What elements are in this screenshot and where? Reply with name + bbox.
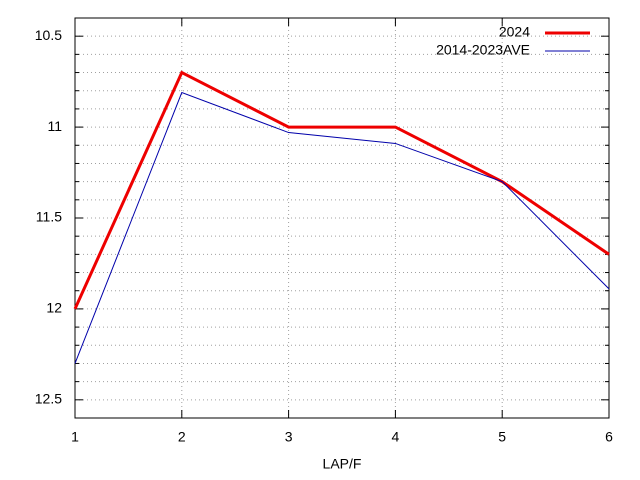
series-line <box>74 91 610 364</box>
x-tick-label: 4 <box>392 429 400 445</box>
y-tick-label: 10.5 <box>35 27 62 43</box>
legend-label: 2014-2023AVE <box>436 42 530 58</box>
plot-frame <box>74 17 610 419</box>
x-tick-label: 5 <box>498 429 506 445</box>
y-tick-label: 12 <box>46 300 62 316</box>
y-tick-label: 11 <box>47 118 62 134</box>
y-tick-label: 12.5 <box>35 391 62 407</box>
x-tick-label: 6 <box>605 429 613 445</box>
legend-label: 2024 <box>499 24 530 40</box>
x-axis-label: LAP/F <box>323 456 362 472</box>
x-tick-label: 1 <box>71 429 79 445</box>
x-tick-label: 3 <box>285 429 293 445</box>
series-line <box>73 70 610 310</box>
x-tick-label: 2 <box>178 429 186 445</box>
y-tick-label: 11.5 <box>36 209 62 225</box>
